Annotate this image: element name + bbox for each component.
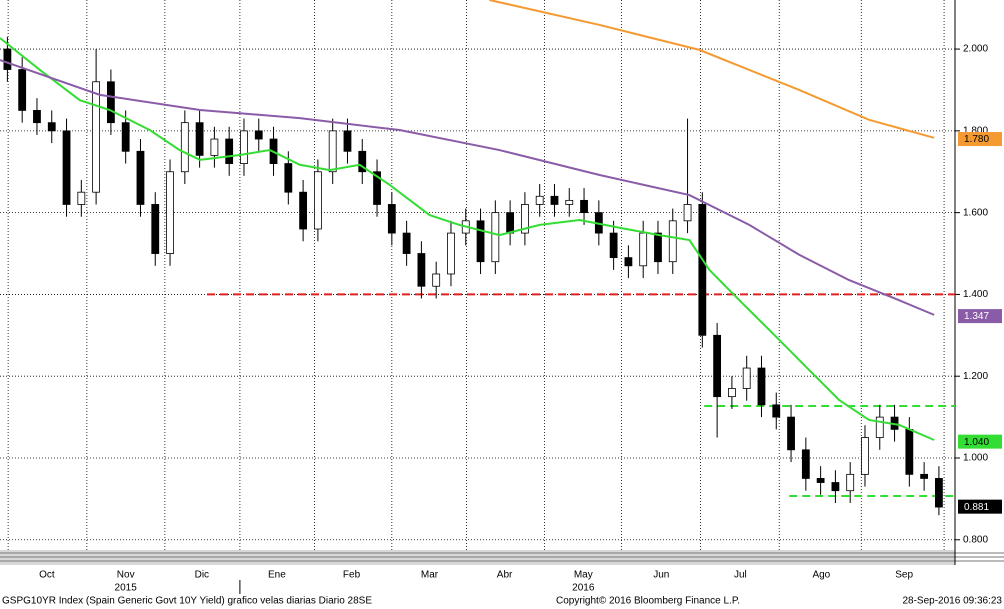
candle-body [136,150,145,205]
x-tick-label: Oct [39,570,55,581]
candle-body [151,204,160,254]
last-value-tag [958,132,1002,147]
last-value-label: 1.347 [964,311,989,322]
candle-body [432,273,441,287]
candle-body [920,473,929,479]
candle-body [639,232,648,267]
moving-average-line [0,59,935,316]
x-tick-label: Ago [812,570,830,581]
candle-body [565,199,574,205]
candle-body [166,171,174,254]
x-tick-label: Feb [343,570,361,581]
candle-body [447,232,455,275]
candle-body [728,388,736,398]
candle-body [299,191,308,230]
candle-body [846,473,855,492]
candle-body [417,253,426,287]
candle-body [831,482,840,492]
candle-body [92,81,101,193]
y-tick-label: 1.200 [963,371,988,382]
moving-average-line [0,37,935,441]
y-tick-label: 2.000 [963,44,988,55]
candle-body [861,437,869,475]
year-label: 2016 [572,583,595,594]
x-tick-label: Abr [497,570,513,581]
candle-body [284,163,293,193]
candle-body [210,138,219,156]
candle-body [402,232,411,254]
x-tick-label: May [574,570,593,581]
last-value-tag [958,499,1002,514]
y-tick-label: 1.000 [963,453,988,464]
candle-body [343,130,352,152]
candle-body [387,204,396,234]
y-tick-label: 1.600 [963,207,988,218]
candle-body [313,171,322,230]
candle-body [33,110,41,124]
candle-body [106,81,115,124]
candle-body [180,122,189,173]
y-tick-label: 0.800 [963,534,988,545]
candle-body [550,195,559,205]
last-value-tag [958,434,1002,449]
candle-body [476,220,485,263]
candle-body [713,334,722,398]
x-tick-label: Jul [734,570,747,581]
candle-body [373,171,381,205]
candle-body [506,212,515,234]
year-label: 2015 [115,583,138,594]
candle-body [254,130,263,140]
candle-body [358,150,367,173]
candle-body [742,367,751,389]
candle-body [609,232,618,259]
candle-body [121,122,130,152]
candle-body [683,204,692,222]
candle-body [240,130,248,164]
x-tick-label: Jun [653,570,669,581]
candle-body [698,204,707,336]
candle-body [757,367,766,406]
y-tick-label: 1.400 [963,289,988,300]
candle-body [328,130,337,173]
last-value-label: 0.881 [964,502,989,513]
x-tick-label: Mar [421,570,439,581]
last-value-label: 1.780 [964,134,989,145]
candle-body [801,449,810,479]
candle-body [772,404,781,418]
candle-body [535,195,544,205]
last-value-tag [958,309,1002,324]
x-tick-label: Sep [895,570,913,581]
candle-body [225,138,234,164]
x-tick-label: Dic [195,570,209,581]
candle-body [195,122,204,156]
candle-body [521,204,529,234]
footer-right: 28-Sep-2016 09:36:23 [902,596,1002,607]
candle-body [905,428,914,475]
candle-body [787,416,795,451]
footer-center: Copyright© 2016 Bloomberg Finance L.P. [556,596,740,607]
candle-body [875,416,884,438]
x-tick-label: Nov [117,570,135,581]
candle-body [77,191,86,205]
candle-body [62,130,71,205]
footer-left: GSPG10YR Index (Spain Generic Govt 10Y Y… [2,596,372,607]
candle-body [624,257,633,267]
last-value-label: 1.040 [964,437,989,448]
candle-body [18,69,27,111]
candle-body [3,48,12,70]
y-tick-label: 1.800 [963,125,988,136]
candle-body [580,199,588,214]
moving-average-line [489,0,935,139]
candle-body [668,220,677,263]
candle-body [654,232,662,263]
candle-body [47,122,56,132]
x-tick-label: Ene [268,570,286,581]
candle-body [935,478,943,508]
candle-body [491,212,500,263]
candle-body [816,478,825,483]
